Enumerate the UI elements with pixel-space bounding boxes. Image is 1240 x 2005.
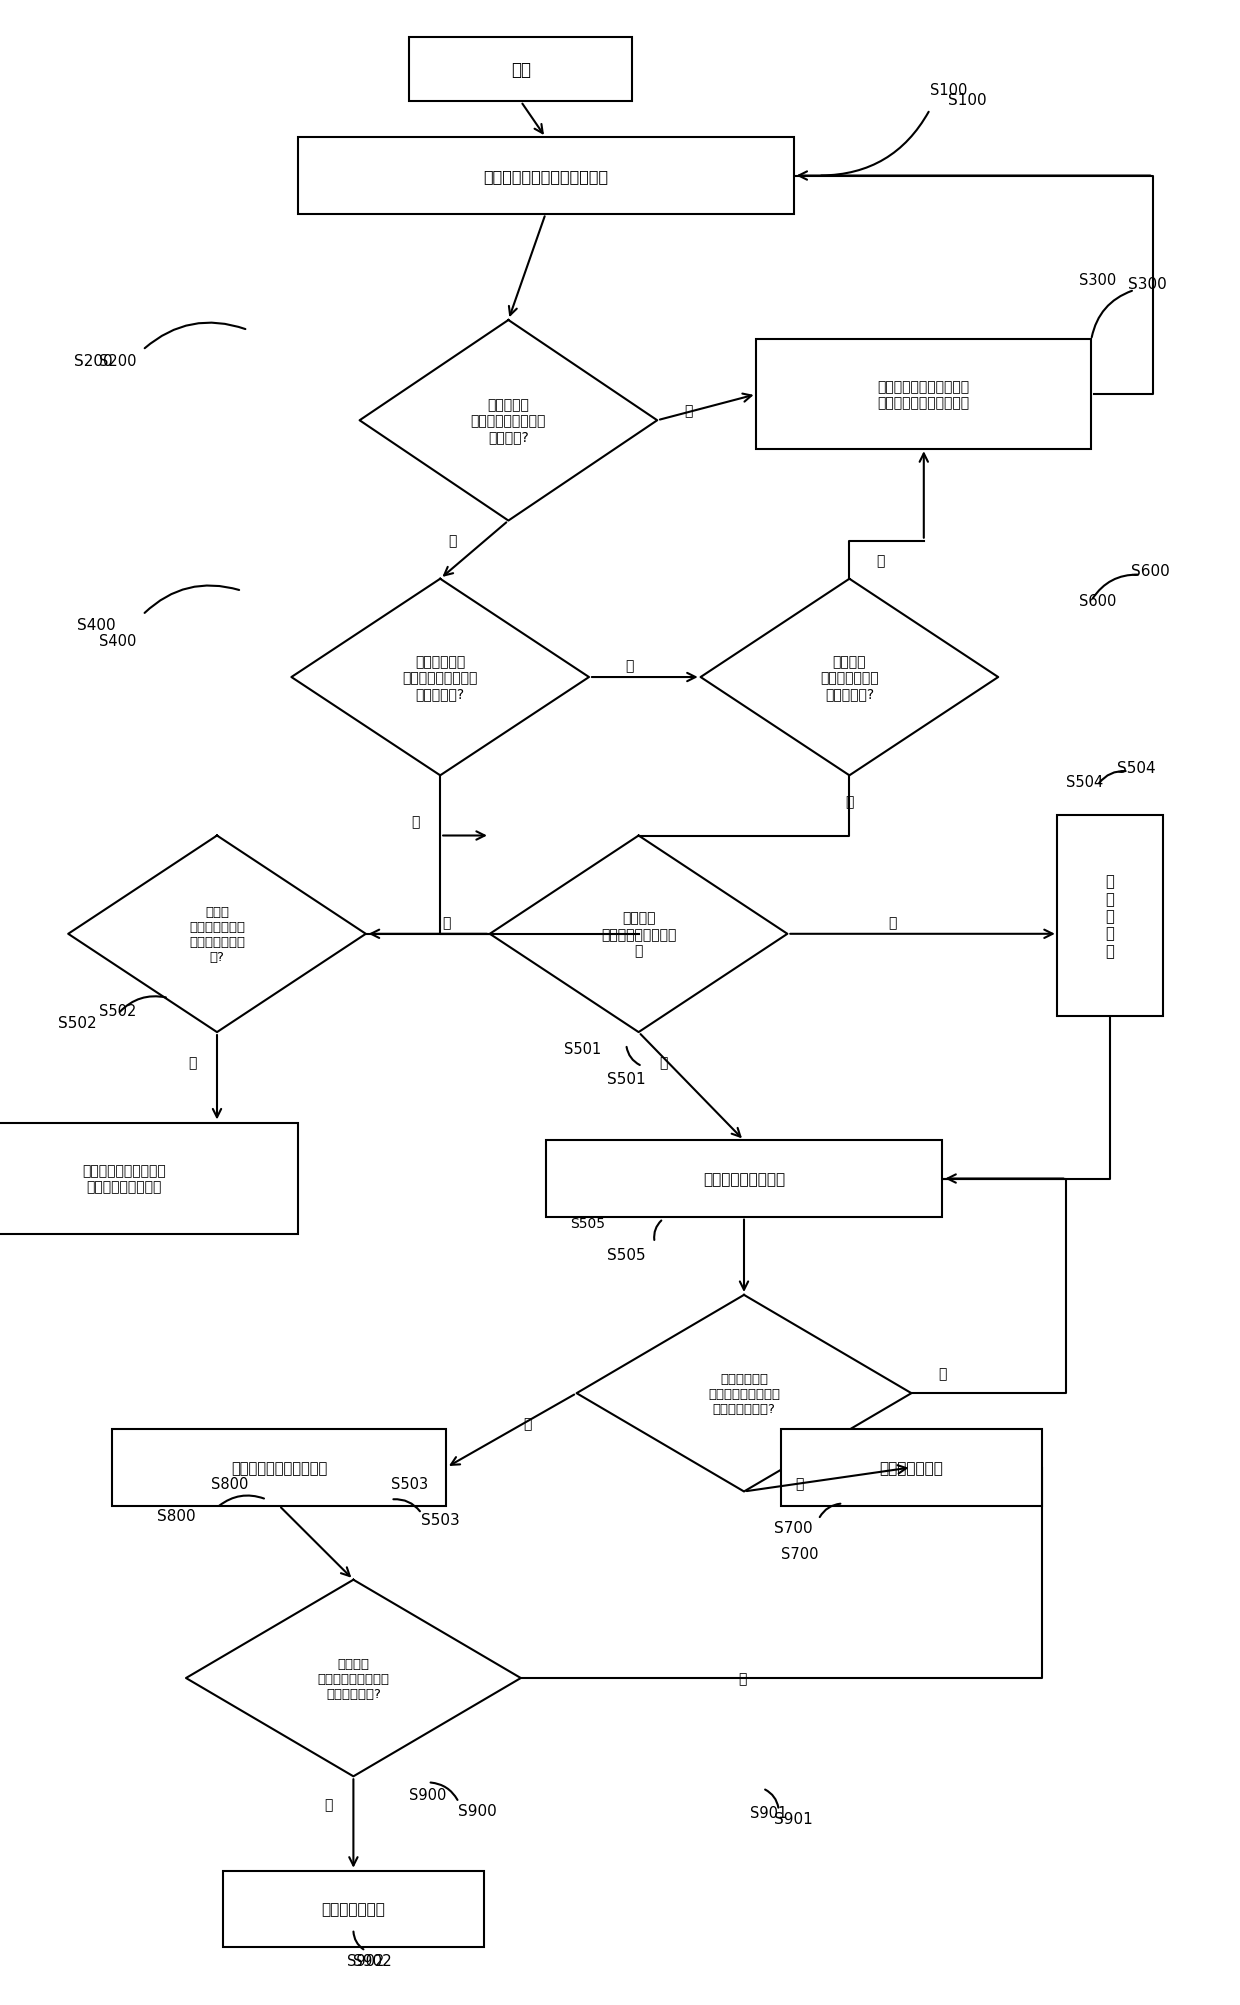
Text: 是: 是: [660, 1057, 667, 1069]
Text: 判断发动机为
蓄电池充电的时间是
否达到预设时间?: 判断发动机为 蓄电池充电的时间是 否达到预设时间?: [708, 1371, 780, 1416]
Text: S100: S100: [947, 92, 987, 108]
Text: S505: S505: [606, 1247, 646, 1263]
Text: 是: 是: [846, 796, 853, 808]
Text: S900: S900: [458, 1802, 497, 1819]
Text: 否: 否: [325, 1798, 332, 1811]
Text: S600: S600: [1131, 563, 1171, 579]
Text: 否: 否: [877, 555, 884, 567]
Text: S300: S300: [1127, 277, 1167, 293]
Text: S800: S800: [211, 1476, 248, 1492]
Text: 是: 是: [523, 1418, 531, 1430]
FancyBboxPatch shape: [409, 38, 632, 102]
Text: 否: 否: [889, 916, 897, 928]
Text: 启
动
发
动
机: 启 动 发 动 机: [1105, 874, 1115, 958]
Text: 发动机停止为蓄电池充电: 发动机停止为蓄电池充电: [231, 1460, 327, 1476]
Text: S700: S700: [774, 1520, 813, 1536]
Text: S902: S902: [347, 1953, 384, 1969]
Text: 否: 否: [443, 916, 450, 928]
Text: S901: S901: [750, 1804, 787, 1821]
Text: 控制器实时获取蓄电池的电压: 控制器实时获取蓄电池的电压: [484, 168, 608, 184]
Text: S501: S501: [564, 1041, 601, 1057]
Text: 否: 否: [939, 1367, 946, 1379]
Text: S400: S400: [77, 618, 117, 634]
Text: S501: S501: [606, 1071, 646, 1087]
FancyBboxPatch shape: [781, 1430, 1042, 1506]
Text: 判断蓄
电池的放电电流
是否大于预设电
流?: 判断蓄 电池的放电电流 是否大于预设电 流?: [188, 906, 246, 962]
Text: 否: 否: [684, 405, 692, 417]
FancyBboxPatch shape: [0, 1123, 298, 1235]
FancyBboxPatch shape: [756, 339, 1091, 449]
Text: 是: 是: [738, 1672, 746, 1684]
Text: 开始: 开始: [511, 62, 531, 78]
Text: S700: S700: [781, 1546, 818, 1562]
Text: 是: 是: [796, 1478, 804, 1490]
Text: S502: S502: [57, 1015, 97, 1031]
Text: S800: S800: [156, 1508, 196, 1524]
Text: S504: S504: [1066, 774, 1104, 790]
Text: S503: S503: [391, 1476, 428, 1492]
Text: S100: S100: [930, 82, 967, 98]
Text: 否: 否: [626, 660, 634, 672]
Text: 发动机停止工作: 发动机停止工作: [321, 1901, 386, 1917]
FancyBboxPatch shape: [1058, 816, 1163, 1017]
Text: S400: S400: [99, 634, 136, 650]
FancyBboxPatch shape: [112, 1430, 446, 1506]
Text: S300: S300: [1079, 273, 1116, 289]
Text: 否: 否: [188, 1057, 196, 1069]
Text: 无需对蓄电池进行充电，
发动机继续保持当前状态: 无需对蓄电池进行充电， 发动机继续保持当前状态: [878, 379, 970, 411]
Text: S503: S503: [420, 1512, 460, 1528]
Text: S505: S505: [570, 1217, 605, 1229]
Text: S504: S504: [1116, 760, 1156, 776]
Text: 是: 是: [412, 816, 419, 828]
Text: 判断蓄电池
的电压是否小于第一
预设电压?: 判断蓄电池 的电压是否小于第一 预设电压?: [471, 397, 546, 445]
Text: 发动机为蓄电池充电: 发动机为蓄电池充电: [703, 1171, 785, 1187]
Text: S900: S900: [409, 1786, 446, 1802]
Text: S502: S502: [99, 1002, 136, 1019]
Text: 判断蓄电池的
电压下降速率是否大
于预设速率?: 判断蓄电池的 电压下降速率是否大 于预设速率?: [403, 654, 477, 702]
Text: S200: S200: [73, 353, 113, 369]
FancyBboxPatch shape: [223, 1871, 484, 1947]
Text: 蓄电池的
电压是否小于第
二预设电压?: 蓄电池的 电压是否小于第 二预设电压?: [820, 654, 879, 702]
Text: 判断混合
动力汽车是否有启动
发动机的需求?: 判断混合 动力汽车是否有启动 发动机的需求?: [317, 1656, 389, 1700]
FancyBboxPatch shape: [546, 1141, 942, 1217]
Text: S200: S200: [99, 353, 136, 369]
Text: 判断发动
机是否处于工作状态
？: 判断发动 机是否处于工作状态 ？: [601, 910, 676, 958]
FancyBboxPatch shape: [298, 138, 794, 215]
Text: S600: S600: [1079, 593, 1116, 610]
Text: S902: S902: [352, 1953, 392, 1969]
Text: 蓄电池存在虚压问题，
提醒用户蓄电池故障: 蓄电池存在虚压问题， 提醒用户蓄电池故障: [82, 1163, 166, 1195]
Text: S901: S901: [774, 1811, 813, 1827]
Text: 是: 是: [449, 535, 456, 547]
Text: 发动机继续工作: 发动机继续工作: [879, 1460, 944, 1476]
